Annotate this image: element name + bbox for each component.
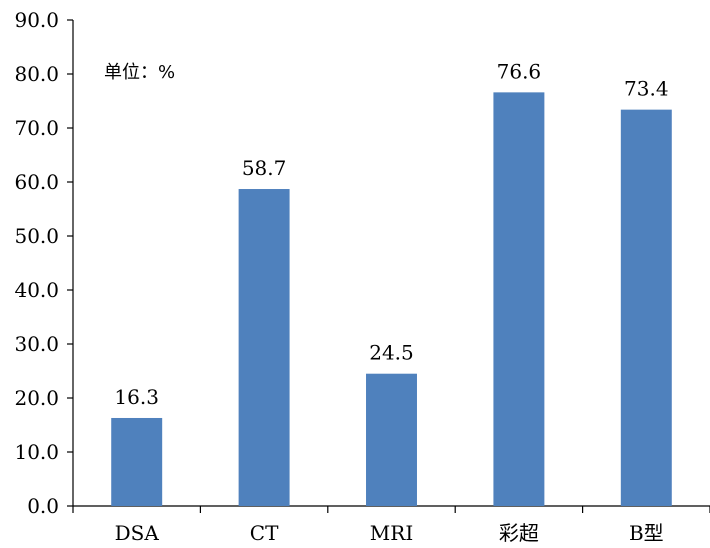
- y-tick-label: 50.0: [14, 224, 59, 248]
- y-tick-label: 90.0: [14, 8, 59, 32]
- data-labels: 16.3 58.7 24.5 76.6 73.4: [114, 59, 668, 409]
- data-label-4: 76.6: [497, 59, 542, 83]
- y-tick-label: 60.0: [14, 170, 59, 194]
- bar-1: [111, 417, 163, 506]
- data-label-1: 16.3: [114, 385, 159, 409]
- unit-label: 单位：%: [104, 62, 175, 83]
- data-label-3: 24.5: [369, 341, 414, 365]
- bar-2: [238, 189, 290, 506]
- category-label-2: CT: [250, 521, 279, 545]
- data-label-2: 58.7: [242, 156, 287, 180]
- bar-3: [366, 373, 417, 506]
- y-tick-label: 10.0: [14, 440, 59, 464]
- bar-4: [493, 92, 545, 507]
- y-tick-label: 80.0: [14, 62, 59, 86]
- category-label-3: MRI: [370, 521, 413, 545]
- category-label-4: 彩超: [499, 521, 539, 545]
- data-label-5: 73.4: [624, 77, 669, 101]
- category-label-1: DSA: [115, 521, 160, 545]
- bar-5: [620, 109, 672, 506]
- y-tick-label: 30.0: [14, 332, 59, 356]
- category-label-5: B型: [629, 521, 664, 545]
- bars: [111, 92, 672, 507]
- y-tick-label: 20.0: [14, 386, 59, 410]
- y-axis: 0.0 10.0 20.0 30.0 40.0 50.0 60.0 70.0 80.0 90.0: [14, 8, 74, 518]
- y-tick-label: 40.0: [14, 278, 59, 302]
- y-tick-label: 70.0: [14, 116, 59, 140]
- x-axis: DSA CT MRI 彩超 B型: [72, 505, 710, 545]
- y-tick-label: 0.0: [27, 494, 59, 518]
